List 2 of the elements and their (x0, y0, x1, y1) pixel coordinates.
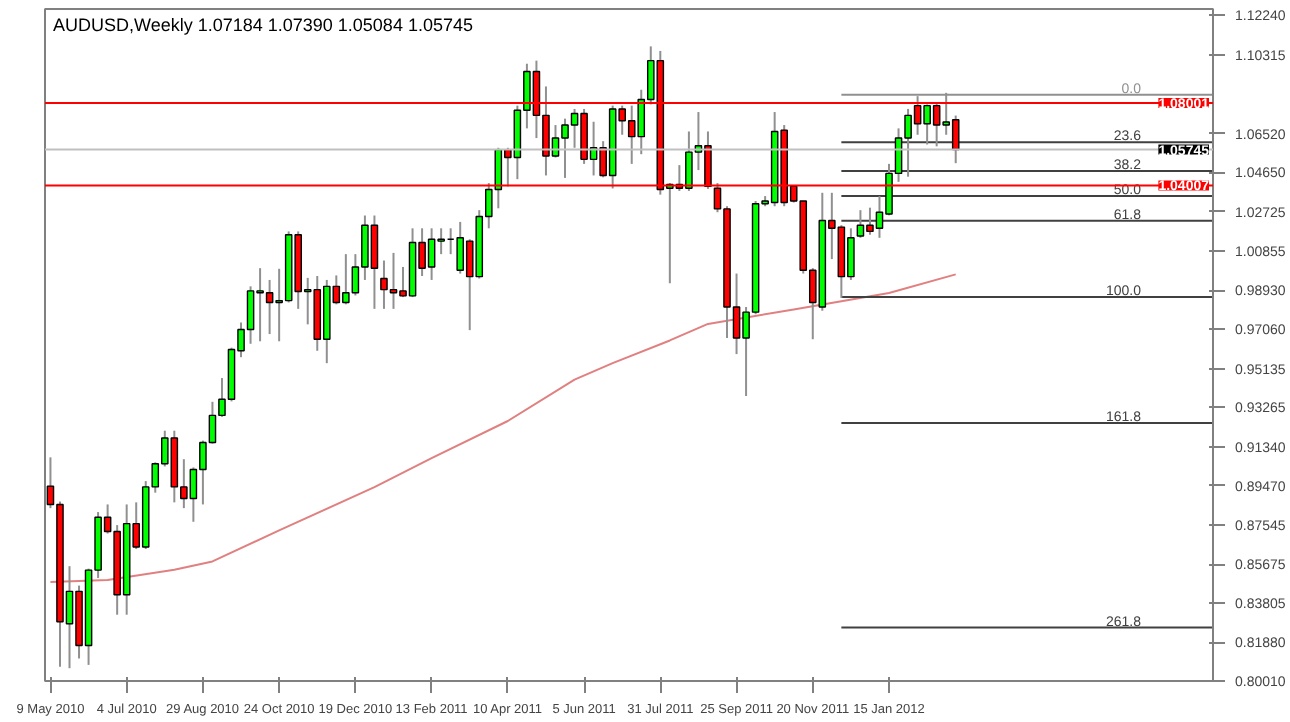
line-series (49, 273, 957, 584)
chart-title: AUDUSD,Weekly 1.07184 1.07390 1.05084 1.05745 (53, 15, 473, 35)
